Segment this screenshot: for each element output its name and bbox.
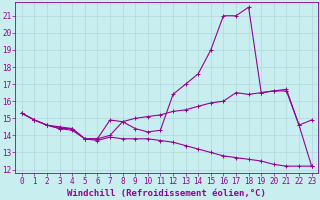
X-axis label: Windchill (Refroidissement éolien,°C): Windchill (Refroidissement éolien,°C) [67,189,266,198]
